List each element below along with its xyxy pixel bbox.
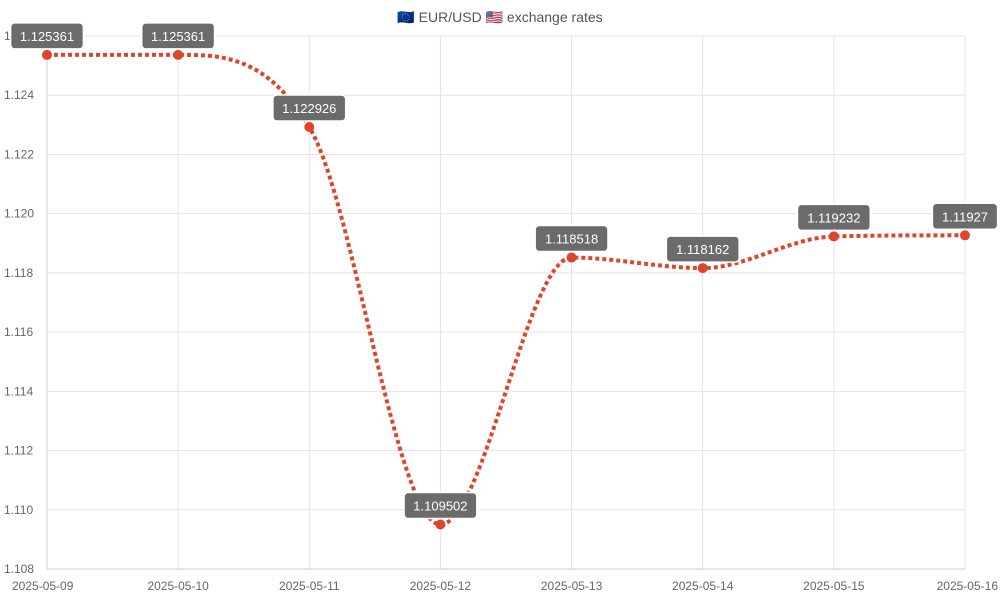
data-label-background — [403, 491, 478, 520]
x-tick-label: 2025-05-15 — [803, 579, 865, 593]
x-tick-label: 2025-05-09 — [12, 579, 74, 593]
us-flag-icon: 🇺🇸 — [486, 9, 507, 25]
chart-title-suffix: exchange rates — [507, 9, 603, 25]
y-tick-label: 1.120 — [4, 207, 34, 221]
data-point — [435, 519, 446, 530]
data-label-text: 1.125361 — [151, 29, 205, 44]
x-tick-label: 2025-05-16 — [937, 579, 999, 593]
eu-flag-icon: 🇪🇺 — [397, 9, 418, 25]
y-tick-label: 1.114 — [4, 384, 33, 398]
x-tick-label: 2025-05-13 — [541, 579, 603, 593]
data-label-text: 1.118162 — [676, 242, 729, 257]
data-label-background — [796, 203, 872, 232]
data-point — [42, 49, 52, 60]
chart-title: 🇪🇺 EUR/USD 🇺🇸 exchange rates — [397, 9, 602, 25]
data-label: 1.118518 — [534, 224, 609, 253]
data-point — [566, 252, 577, 263]
grid — [46, 35, 966, 570]
data-point — [828, 231, 839, 242]
data-point — [697, 263, 708, 274]
x-tick-label: 2025-05-11 — [279, 579, 340, 593]
data-label: 1.119232 — [796, 203, 872, 232]
y-tick-label: 1.110 — [4, 503, 33, 517]
data-label: 1.109502 — [403, 491, 478, 520]
series-line-path — [47, 52, 966, 527]
data-label-text: 1.119232 — [807, 210, 860, 225]
data-label: 1.118162 — [665, 235, 740, 263]
data-label-text: 1.125361 — [20, 29, 74, 44]
series-line — [47, 52, 966, 527]
y-tick-label: 1.112 — [4, 444, 33, 458]
y-tick-label: 1.124 — [4, 88, 34, 102]
data-label-background — [140, 22, 216, 50]
x-tick-label: 2025-05-10 — [147, 579, 209, 593]
axes — [46, 36, 965, 570]
data-label: 1.125361 — [9, 22, 85, 50]
data-label: 1.125361 — [140, 22, 216, 50]
data-label-background — [665, 235, 740, 263]
data-points — [42, 49, 970, 530]
data-label-text: 1.11927 — [942, 209, 988, 224]
data-label-background — [9, 22, 85, 50]
y-tick-label: 1.122 — [4, 147, 34, 161]
x-axis-ticks: 2025-05-09 2025-05-10 2025-05-11 2025-05-12… — [12, 579, 998, 593]
data-label-background — [931, 202, 999, 231]
data-label-text: 1.118518 — [545, 232, 598, 247]
data-point — [173, 49, 184, 60]
data-point — [304, 122, 315, 133]
x-tick-label: 2025-05-12 — [410, 579, 472, 593]
data-label-background — [272, 94, 347, 122]
y-tick-label: 1.118 — [4, 266, 33, 280]
y-tick-label: 1.108 — [4, 562, 34, 576]
svg-text:🇪🇺 EUR/USD 🇺�: 🇪🇺 EUR/USD 🇺🇸 exchange rates — [397, 9, 602, 25]
data-labels: 1.125361 1.125361 1.122926 1.109502 1.118518… — [9, 22, 999, 520]
y-tick-label: 1.116 — [4, 325, 33, 339]
chart-title-pair: EUR/USD — [419, 9, 482, 25]
y-axis-ticks: 1.108 1.110 1.112 1.114 1.116 1.118 1.120 1.122… — [4, 29, 34, 576]
data-label: 1.11927 — [931, 202, 999, 231]
data-point — [960, 230, 970, 241]
data-label: 1.122926 — [272, 94, 347, 122]
data-label-text: 1.109502 — [413, 499, 467, 514]
x-tick-label: 2025-05-14 — [672, 579, 734, 593]
data-label-text: 1.122926 — [282, 101, 336, 116]
data-label-background — [534, 224, 609, 253]
